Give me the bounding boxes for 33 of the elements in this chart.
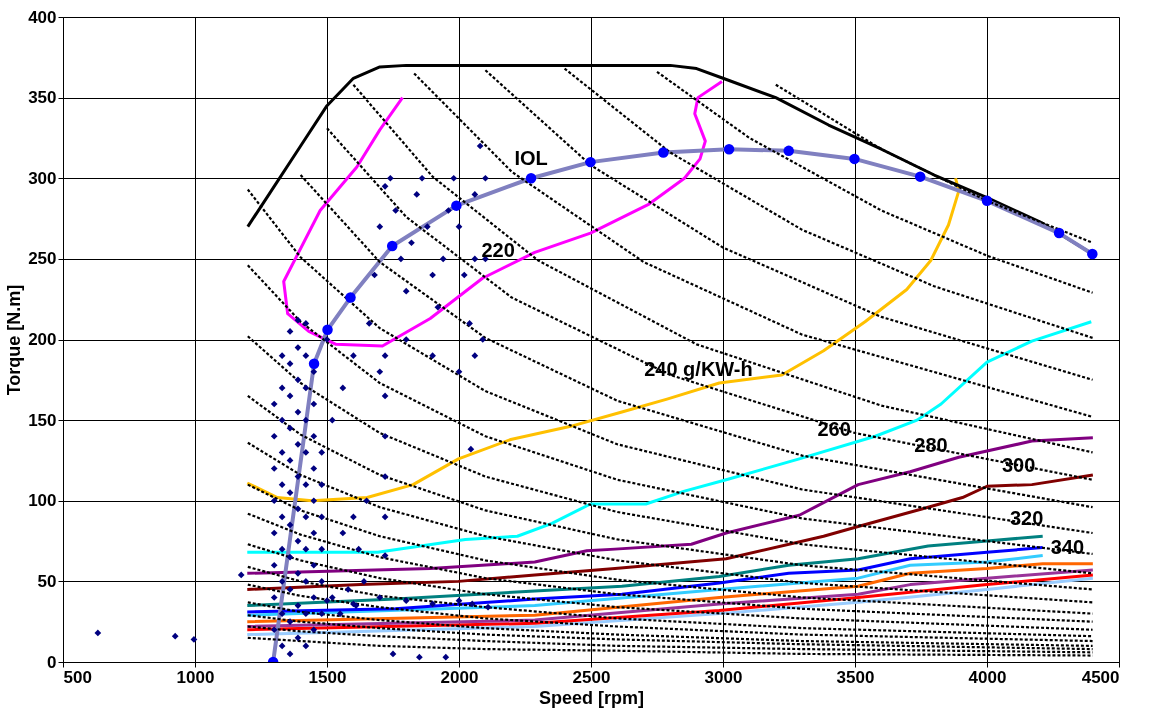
- line-series: [245, 534, 1045, 608]
- y-tick-label: 350: [28, 88, 57, 108]
- y-tick-label: 50: [37, 571, 57, 591]
- x-tick-label: 4000: [968, 667, 1007, 687]
- line-series: [245, 554, 1045, 617]
- x-tick-label: 3500: [836, 667, 875, 687]
- annotation: 280: [914, 434, 948, 457]
- line-series: [282, 80, 724, 348]
- y-axis-title: Torque [N.m]: [4, 284, 25, 396]
- annotation: 260: [817, 418, 851, 441]
- y-tick-label: 100: [28, 491, 57, 511]
- y-tick-label: 300: [28, 168, 57, 188]
- line-series: [245, 436, 1095, 575]
- x-tick-label: 1500: [308, 667, 347, 687]
- annotation: 220: [481, 239, 515, 262]
- line-series: [245, 176, 961, 503]
- x-axis-title: Speed [rpm]: [538, 687, 645, 708]
- annotation: 300: [1001, 453, 1036, 476]
- y-tick-label: 200: [28, 330, 57, 349]
- x-tick-label: 3000: [704, 667, 743, 687]
- annotation: 340: [1050, 535, 1085, 558]
- line-series: [245, 473, 1095, 591]
- annotation: IOL: [514, 147, 548, 170]
- x-tick-label: 2500: [572, 667, 611, 687]
- y-tick-label: 0: [47, 652, 57, 672]
- y-tick-label: 250: [28, 249, 57, 269]
- x-tick-label: 500: [63, 667, 92, 687]
- y-tick-label: 400: [28, 7, 57, 27]
- line-series: [245, 546, 1045, 614]
- x-tick-label: 2000: [440, 667, 479, 687]
- y-tick-label: 150: [28, 410, 57, 430]
- x-tick-label: 4500: [1081, 667, 1120, 687]
- x-tick-label: 1000: [176, 667, 215, 687]
